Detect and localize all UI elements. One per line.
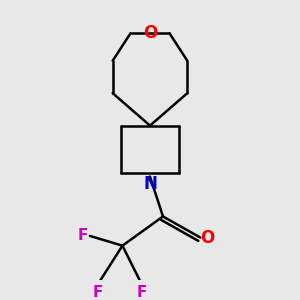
Text: N: N [143, 175, 157, 193]
Text: F: F [93, 285, 103, 300]
Text: F: F [137, 285, 147, 300]
Text: O: O [143, 24, 157, 42]
Text: F: F [78, 228, 88, 243]
Text: O: O [200, 229, 214, 247]
